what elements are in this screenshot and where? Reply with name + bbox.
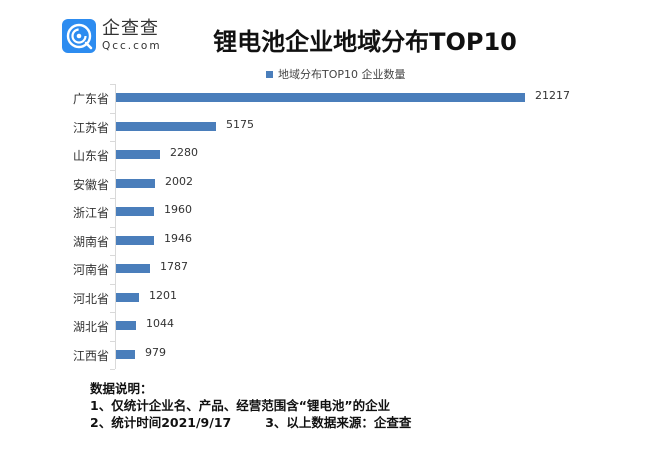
- category-label: 浙江省: [72, 206, 109, 220]
- chart-title: 锂电池企业地域分布TOP10: [213, 28, 517, 56]
- data-label: 2280: [170, 146, 198, 159]
- data-label: 2002: [165, 174, 193, 188]
- category-label: 湖南省: [72, 234, 109, 249]
- axis-tick: [110, 169, 115, 171]
- category-label: 河南省: [72, 263, 109, 277]
- notes-line-2a: 2、统计时间2021/9/17: [90, 415, 232, 430]
- data-label: 979: [145, 345, 166, 359]
- category-label: 江西省: [72, 348, 109, 363]
- bar: [116, 349, 135, 359]
- notes-line-2b: 3、以上数据来源：企查查: [265, 415, 412, 430]
- bar: [116, 321, 136, 330]
- bar-row: 江苏省 5175: [0, 113, 660, 141]
- notes-heading: 数据说明：: [90, 381, 153, 396]
- bar: [116, 235, 154, 245]
- axis-tick: [110, 226, 115, 228]
- axis-tick: [110, 84, 115, 85]
- data-label: 1201: [149, 288, 177, 302]
- axis-tick: [110, 255, 115, 256]
- axis-tick: [110, 312, 115, 313]
- bar: [116, 207, 154, 216]
- axis-tick: [110, 283, 115, 285]
- bar: [116, 178, 155, 188]
- bar: [116, 264, 150, 273]
- bar-row: 广东省 21217: [0, 84, 660, 112]
- data-label: 1787: [160, 260, 188, 273]
- category-label: 山东省: [72, 149, 109, 163]
- data-label: 1960: [164, 203, 192, 216]
- bar: [116, 150, 160, 159]
- bar-row: 安徽省 2002: [0, 170, 660, 198]
- category-label: 广东省: [72, 92, 109, 106]
- data-label: 1946: [164, 231, 192, 245]
- category-label: 河北省: [72, 291, 109, 306]
- axis-tick: [110, 112, 115, 114]
- data-label: 1044: [146, 317, 174, 330]
- axis-tick: [110, 369, 115, 370]
- bar-row: 河南省 1787: [0, 255, 660, 283]
- notes-line-1: 1、仅统计企业名、产品、经营范围含“锂电池”的企业: [90, 398, 391, 413]
- category-label: 安徽省: [72, 177, 109, 192]
- brand-name-cn: 企查查: [102, 18, 159, 40]
- bar-row: 河北省 1201: [0, 284, 660, 312]
- category-axis: [115, 84, 116, 369]
- bar-row: 湖北省 1044: [0, 312, 660, 340]
- axis-tick: [110, 340, 115, 342]
- axis-tick: [110, 198, 115, 199]
- chart-legend: 地域分布TOP10 企业数量: [266, 66, 406, 82]
- bar-row: 浙江省 1960: [0, 198, 660, 226]
- bar: [116, 121, 216, 131]
- data-notes: 数据说明： 1、仅统计企业名、产品、经营范围含“锂电池”的企业 2、统计时间20…: [90, 380, 411, 431]
- bar: [116, 93, 525, 102]
- brand-logo: 企查查 Qcc.com: [62, 19, 162, 53]
- axis-tick: [110, 141, 115, 142]
- bar-row: 山东省 2280: [0, 141, 660, 169]
- bar-row: 湖南省 1946: [0, 227, 660, 255]
- legend-label: 地域分布TOP10 企业数量: [278, 68, 406, 81]
- brand-name-en: Qcc.com: [102, 40, 162, 53]
- data-label: 21217: [535, 89, 570, 102]
- qcc-logo-icon: [62, 19, 96, 53]
- notes-line-2: 2、统计时间2021/9/17 3、以上数据来源：企查查: [90, 414, 411, 431]
- legend-swatch: [266, 70, 273, 78]
- bar-row: 江西省 979: [0, 341, 660, 369]
- bar: [116, 292, 139, 302]
- category-label: 江苏省: [72, 120, 109, 135]
- category-label: 湖北省: [72, 320, 109, 334]
- data-label: 5175: [226, 117, 254, 131]
